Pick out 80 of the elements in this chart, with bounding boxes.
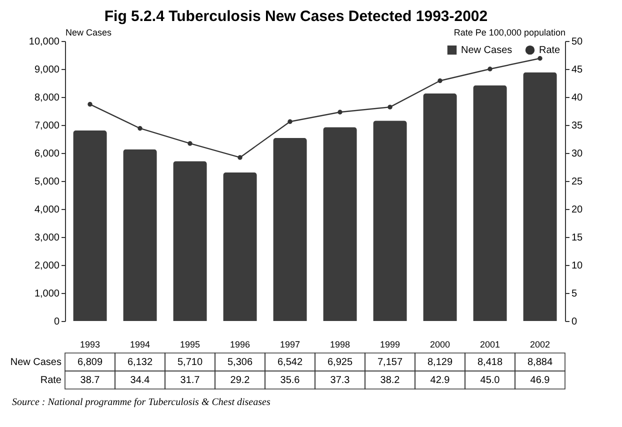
data-label: 8,884	[527, 357, 553, 368]
data-label: 29.2	[230, 375, 250, 386]
point	[138, 126, 142, 131]
x-tick-label: 1997	[280, 340, 300, 350]
x-tick-label: 1995	[180, 340, 200, 350]
y-tick-label: 5,000	[34, 176, 60, 188]
data-label: 31.7	[180, 375, 200, 386]
x-tick-label: 1994	[130, 340, 150, 350]
y2-tick-label: 50	[572, 36, 584, 48]
y-tick-label: 4,000	[34, 204, 60, 216]
x-tick-label: 1993	[80, 340, 100, 350]
data-label: 8,418	[477, 357, 503, 368]
y2-tick-label: 25	[572, 176, 584, 188]
chart-title: Fig 5.2.4 Tuberculosis New Cases Detected 1993-2002	[104, 8, 488, 25]
data-label: 46.9	[530, 375, 550, 386]
y-axis-title: New Cases	[66, 28, 112, 38]
y2-tick-label: 5	[572, 288, 578, 300]
y-tick-label: 10,000	[28, 36, 60, 48]
y-tick-label: 9,000	[34, 64, 60, 76]
x-tick-label: 1999	[380, 340, 400, 350]
y-tick-label: 0	[54, 316, 60, 328]
legend-label: New Cases	[461, 45, 512, 56]
data-label: 5,710	[177, 357, 203, 368]
text: New Cases	[10, 357, 62, 368]
point	[288, 119, 292, 124]
bar	[423, 93, 457, 321]
bar	[73, 130, 107, 321]
data-label: 45.0	[480, 375, 500, 386]
y-tick-label: 7,000	[34, 120, 60, 132]
point	[438, 78, 442, 84]
data-label: 38.2	[380, 375, 400, 386]
y-tick-label: 8,000	[34, 92, 60, 104]
data-label: 5,306	[227, 357, 253, 368]
point	[488, 66, 492, 72]
point	[538, 56, 542, 61]
legend-label: Rate	[539, 45, 561, 56]
bar	[173, 161, 207, 321]
bar	[473, 85, 507, 321]
data-label: 37.3	[330, 375, 350, 386]
y2-tick-label: 15	[572, 232, 584, 244]
y2-tick-label: 20	[572, 204, 584, 216]
data-label: 7,157	[377, 357, 403, 368]
x-tick-label: 1996	[230, 340, 250, 350]
bar	[123, 149, 157, 321]
y2-tick-label: 35	[572, 120, 584, 132]
point	[88, 102, 92, 107]
y-tick-label: 2,000	[34, 260, 60, 272]
data-label: 38.7	[80, 375, 100, 386]
data-label: 8,129	[427, 357, 453, 368]
bar	[223, 172, 257, 321]
y-tick-label: 3,000	[34, 232, 60, 244]
data-label: 35.6	[280, 375, 300, 386]
data-label: 6,132	[127, 357, 153, 368]
x-tick-label: 2002	[530, 340, 550, 350]
point	[238, 155, 242, 160]
bar	[523, 72, 557, 321]
y-tick-label: 1,000	[34, 288, 60, 300]
bar	[273, 138, 307, 321]
x-tick-label: 2000	[430, 340, 450, 350]
y2-tick-label: 10	[572, 260, 584, 272]
data-label: 34.4	[130, 375, 150, 386]
data-label: 6,809	[77, 357, 103, 368]
data-label: 6,542	[277, 357, 303, 368]
source-note: Source : National programme for Tuberculosis & Chest diseases	[12, 397, 272, 408]
y2-tick-label: 40	[572, 92, 584, 104]
text: Rate	[40, 375, 62, 386]
data-label: 6,925	[327, 357, 353, 368]
y2-axis-title: Rate Pe 100,000 population	[454, 28, 566, 38]
x-tick-label: 1998	[330, 340, 350, 350]
data-label: 42.9	[430, 375, 450, 386]
point	[388, 104, 392, 110]
bar	[323, 127, 357, 321]
x-tick-label: 2001	[480, 340, 500, 350]
y-tick-label: 6,000	[34, 148, 60, 160]
y2-tick-label: 30	[572, 148, 584, 160]
y2-tick-label: 0	[572, 316, 578, 328]
point	[188, 141, 192, 146]
bar	[373, 120, 407, 321]
point	[338, 110, 342, 114]
y2-tick-label: 45	[572, 64, 584, 76]
